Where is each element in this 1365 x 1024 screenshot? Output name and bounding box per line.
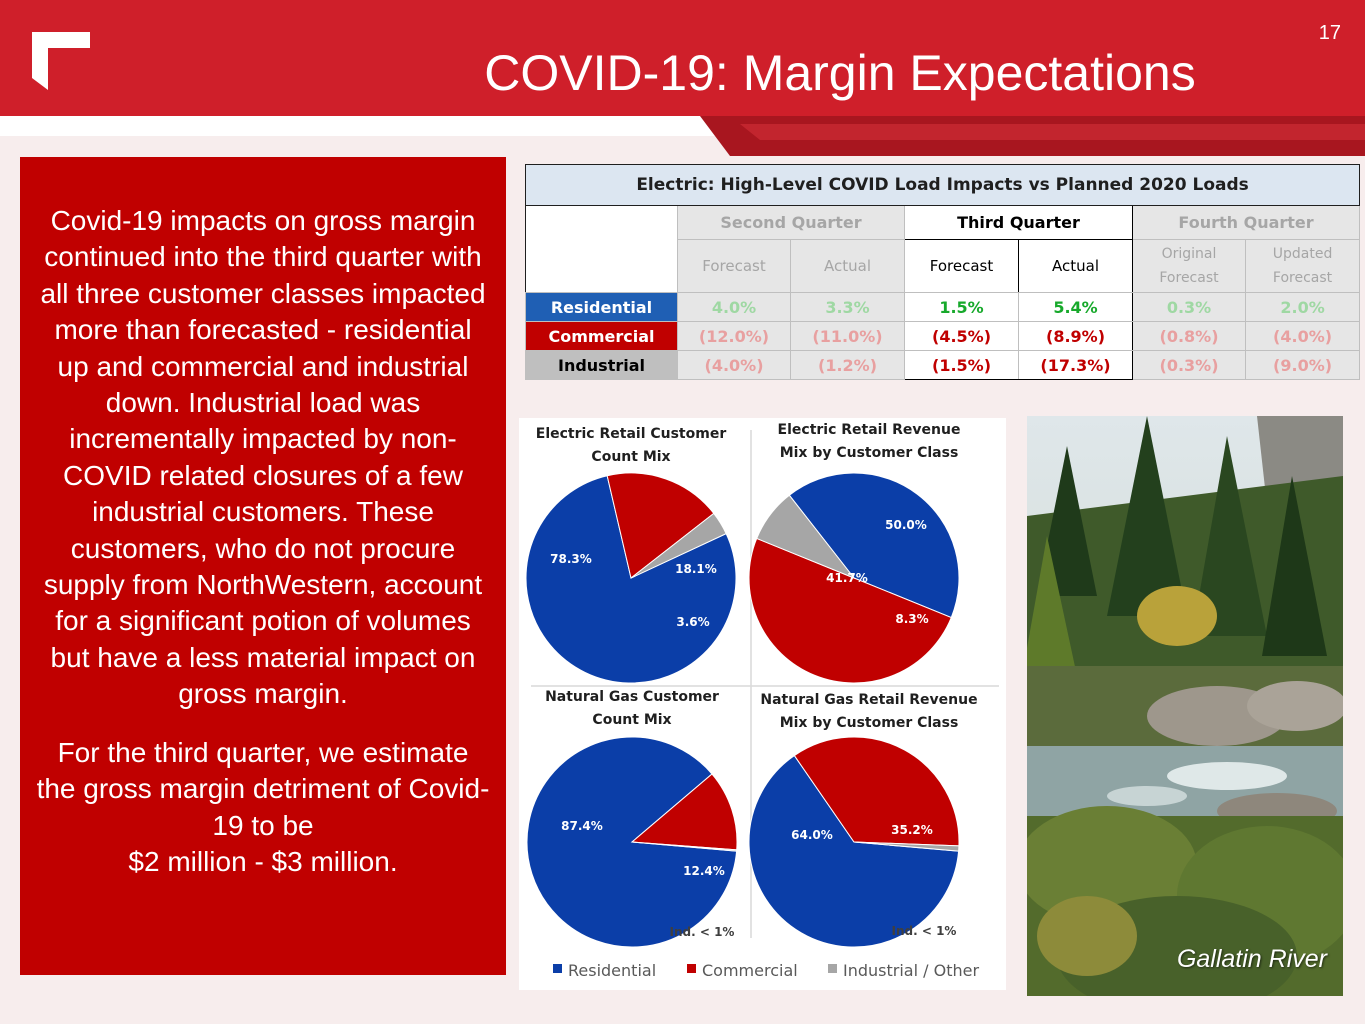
pie-value-label: Ind. < 1%	[670, 925, 735, 939]
table-cell: (1.2%)	[790, 350, 905, 380]
header-third-quarter: Third Quarter	[904, 205, 1133, 240]
pie-title: Mix by Customer Class	[780, 445, 959, 461]
decorative-stripe	[0, 116, 1365, 156]
table-cell: 2.0%	[1244, 292, 1361, 322]
table-cell: (4.5%)	[904, 321, 1019, 351]
table-cell: (0.3%)	[1132, 350, 1246, 380]
q2-actual-header: Actual	[790, 239, 905, 293]
pie-slice-industrial-other	[630, 512, 727, 579]
pie-charts-panel: Electric Retail Customer Count Mix 78.3% 18…	[519, 418, 1006, 990]
pie-value-label: 12.4%	[683, 864, 725, 878]
row-label-industrial: Industrial	[525, 350, 678, 380]
table-cell: (4.0%)	[677, 350, 791, 380]
pie-slice-commercial	[793, 736, 960, 847]
table-corner	[525, 205, 678, 293]
landscape-image	[1027, 416, 1343, 996]
pie-title: Natural Gas Customer	[545, 689, 719, 705]
table-cell: (12.0%)	[677, 321, 791, 351]
legend-swatch	[687, 964, 696, 973]
summary-panel: Covid-19 impacts on gross margin continu…	[20, 157, 506, 975]
table-cell: (17.3%)	[1018, 350, 1133, 380]
legend-label: Residential	[568, 961, 656, 980]
estimate-paragraph: For the third quarter, we estimate the g…	[36, 736, 490, 841]
table-cell: (11.0%)	[790, 321, 905, 351]
pie-slice-residential	[788, 472, 960, 619]
pie-value-label: 35.2%	[891, 823, 933, 837]
q4-original-forecast-header: Original Forecast	[1132, 239, 1246, 293]
pie-value-label: 3.6%	[676, 615, 709, 629]
pie-value-label: 50.0%	[885, 518, 927, 532]
pie-title: Mix by Customer Class	[780, 715, 959, 731]
pie-title: Electric Retail Customer	[536, 426, 727, 442]
table-row: Industrial (4.0%) (1.2%) (1.5%) (17.3%) …	[525, 350, 1361, 380]
estimate-range: $2 million - $3 million.	[128, 845, 398, 877]
table-cell: 5.4%	[1018, 292, 1133, 322]
row-label-commercial: Commercial	[525, 321, 678, 351]
page-number: 17	[1318, 22, 1341, 44]
river-photo: Gallatin River	[1027, 416, 1343, 996]
pie-value-label: 8.3%	[895, 612, 928, 626]
table-cell: 1.5%	[904, 292, 1019, 322]
table-row: Residential 4.0% 3.3% 1.5% 5.4% 0.3% 2.0…	[525, 292, 1361, 322]
table-cell: (4.0%)	[1244, 321, 1361, 351]
table-cell: (9.0%)	[1244, 350, 1361, 380]
pie-slice-industrial-other	[631, 841, 738, 852]
table-cell: 4.0%	[677, 292, 791, 322]
table-cell: 3.3%	[790, 292, 905, 322]
pie-value-label: 64.0%	[791, 828, 833, 842]
legend-label: Industrial / Other	[843, 961, 979, 980]
table-row: Commercial (12.0%) (11.0%) (4.5%) (8.9%)…	[525, 321, 1361, 351]
legend-swatch	[828, 964, 837, 973]
pie-title: Electric Retail Revenue	[778, 422, 961, 438]
page-title: COVID-19: Margin Expectations	[484, 45, 1196, 101]
pie-value-label: 87.4%	[561, 819, 603, 833]
photo-caption: Gallatin River	[1176, 945, 1327, 973]
pie-slice-residential	[748, 754, 960, 948]
header-fourth-quarter: Fourth Quarter	[1131, 205, 1361, 240]
company-logo-icon	[32, 32, 90, 90]
pie-value-label: 41.7%	[826, 571, 868, 585]
q2-forecast-header: Forecast	[677, 239, 791, 293]
legend-swatch	[553, 964, 562, 973]
pie-slice-commercial	[630, 773, 738, 851]
pie-slice-industrial-other	[853, 841, 960, 852]
q4-updated-forecast-header: Updated Forecast	[1244, 239, 1361, 293]
pie-value-label: Ind. < 1%	[892, 924, 957, 938]
table-cell: (8.9%)	[1018, 321, 1133, 351]
pie-slice-industrial-other	[756, 494, 856, 580]
summary-paragraph: Covid-19 impacts on gross margin continu…	[40, 205, 486, 710]
legend-label: Commercial	[702, 961, 798, 980]
table-cell: (0.8%)	[1132, 321, 1246, 351]
pie-title: Count Mix	[592, 712, 671, 728]
pie-value-label: 18.1%	[675, 562, 717, 576]
table-title: Electric: High-Level COVID Load Impacts …	[524, 164, 1361, 206]
row-label-residential: Residential	[525, 292, 678, 322]
pie-slice-commercial	[748, 537, 952, 684]
table-cell: (1.5%)	[904, 350, 1019, 380]
pie-value-label: 78.3%	[550, 552, 592, 566]
pie-title: Count Mix	[591, 449, 670, 465]
pie-slice-commercial	[606, 472, 715, 579]
header-second-quarter: Second Quarter	[677, 205, 905, 240]
q3-actual-header: Actual	[1018, 239, 1133, 293]
header-bar: 17 COVID-19: Margin Expectations	[0, 0, 1365, 116]
q3-forecast-header: Forecast	[904, 239, 1019, 293]
pie-charts: Electric Retail Customer Count Mix 78.3% 18…	[525, 422, 999, 980]
pie-slice-residential	[525, 475, 737, 684]
table-cell: 0.3%	[1132, 292, 1246, 322]
load-impact-table: Electric: High-Level COVID Load Impacts …	[524, 164, 1361, 382]
pie-title: Natural Gas Retail Revenue	[760, 692, 977, 708]
